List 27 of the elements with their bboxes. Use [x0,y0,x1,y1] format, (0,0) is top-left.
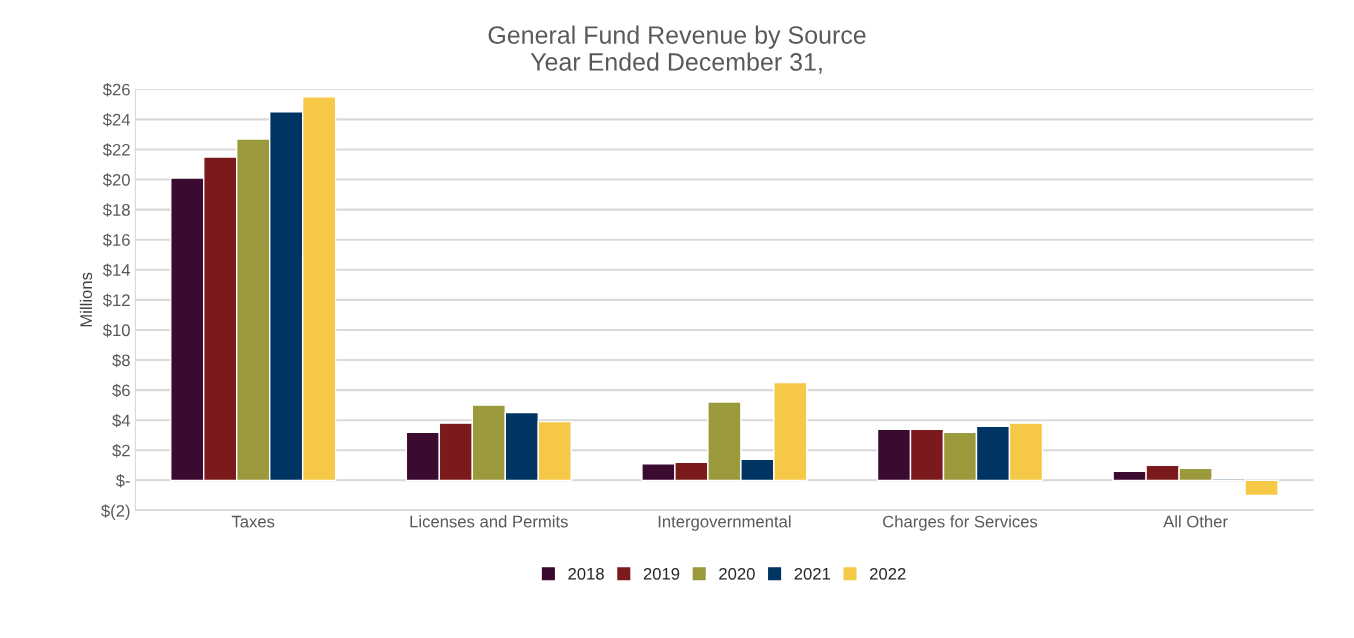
x-tick-label: Intergovernmental [658,515,791,531]
y-tick-label: $14 [102,263,131,277]
y-tick-label: $18 [102,203,130,217]
y-tick-label: $- [115,474,130,488]
legend-label: 2021 [794,567,831,580]
x-tick-label: Taxes [231,515,275,528]
x-tick-label: All Other [1163,515,1228,528]
y-tick-label: $(2) [101,504,130,521]
legend-label: 2022 [870,567,906,580]
y-tick-label: $12 [102,293,130,308]
y-tick-label: $26 [102,83,130,97]
y-tick-label: $10 [102,323,130,338]
x-tick-label: Licenses and Permits [410,515,568,528]
legend-label: 2018 [568,567,604,580]
legend-label: 2020 [719,567,755,580]
y-tick-label: $20 [102,173,130,187]
y-tick-label: $4 [112,413,131,428]
y-tick-label: $22 [102,143,130,157]
x-tick-label: Charges for Services [883,515,1038,531]
y-axis-title: Millions [79,272,93,327]
y-tick-label: $2 [112,443,130,458]
y-tick-label: $16 [102,233,130,247]
y-tick-label: $8 [112,353,130,368]
y-tick-label: $24 [102,113,131,127]
chart-title: General Fund Revenue by Source Year Ended December 31, [488,25,866,74]
y-tick-label: $6 [112,383,130,398]
legend-label: 2019 [643,567,680,580]
